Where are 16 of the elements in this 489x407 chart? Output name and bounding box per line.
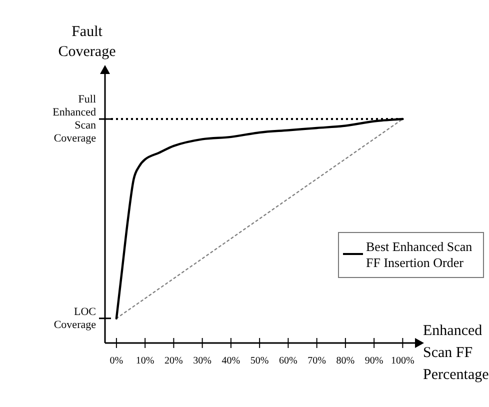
x-tick-label: 50% (250, 356, 269, 367)
x-tick-label: 10% (136, 356, 154, 367)
x-tick-label: 20% (164, 356, 183, 367)
x-tick-label: 90% (364, 356, 384, 367)
x-tick-label: 80% (336, 356, 355, 367)
x-tick-label: 0% (110, 356, 124, 367)
x-axis-title: Enhanced Scan FF Percentage (423, 322, 489, 383)
x-tick-label: 100% (391, 356, 414, 367)
x-tick-label: 70% (308, 356, 326, 367)
y-axis-title: Fault Coverage (58, 24, 116, 60)
x-tick-label: 30% (193, 356, 212, 367)
ref-line-label: Full Enhanced Scan Coverage (52, 93, 96, 144)
x-tick-label: 40% (222, 356, 240, 367)
x-tick-label: 60% (279, 356, 298, 367)
legend-label: Best Enhanced Scan FF Insertion Order (366, 239, 474, 271)
ref-line-label: LOC Coverage (54, 306, 96, 331)
